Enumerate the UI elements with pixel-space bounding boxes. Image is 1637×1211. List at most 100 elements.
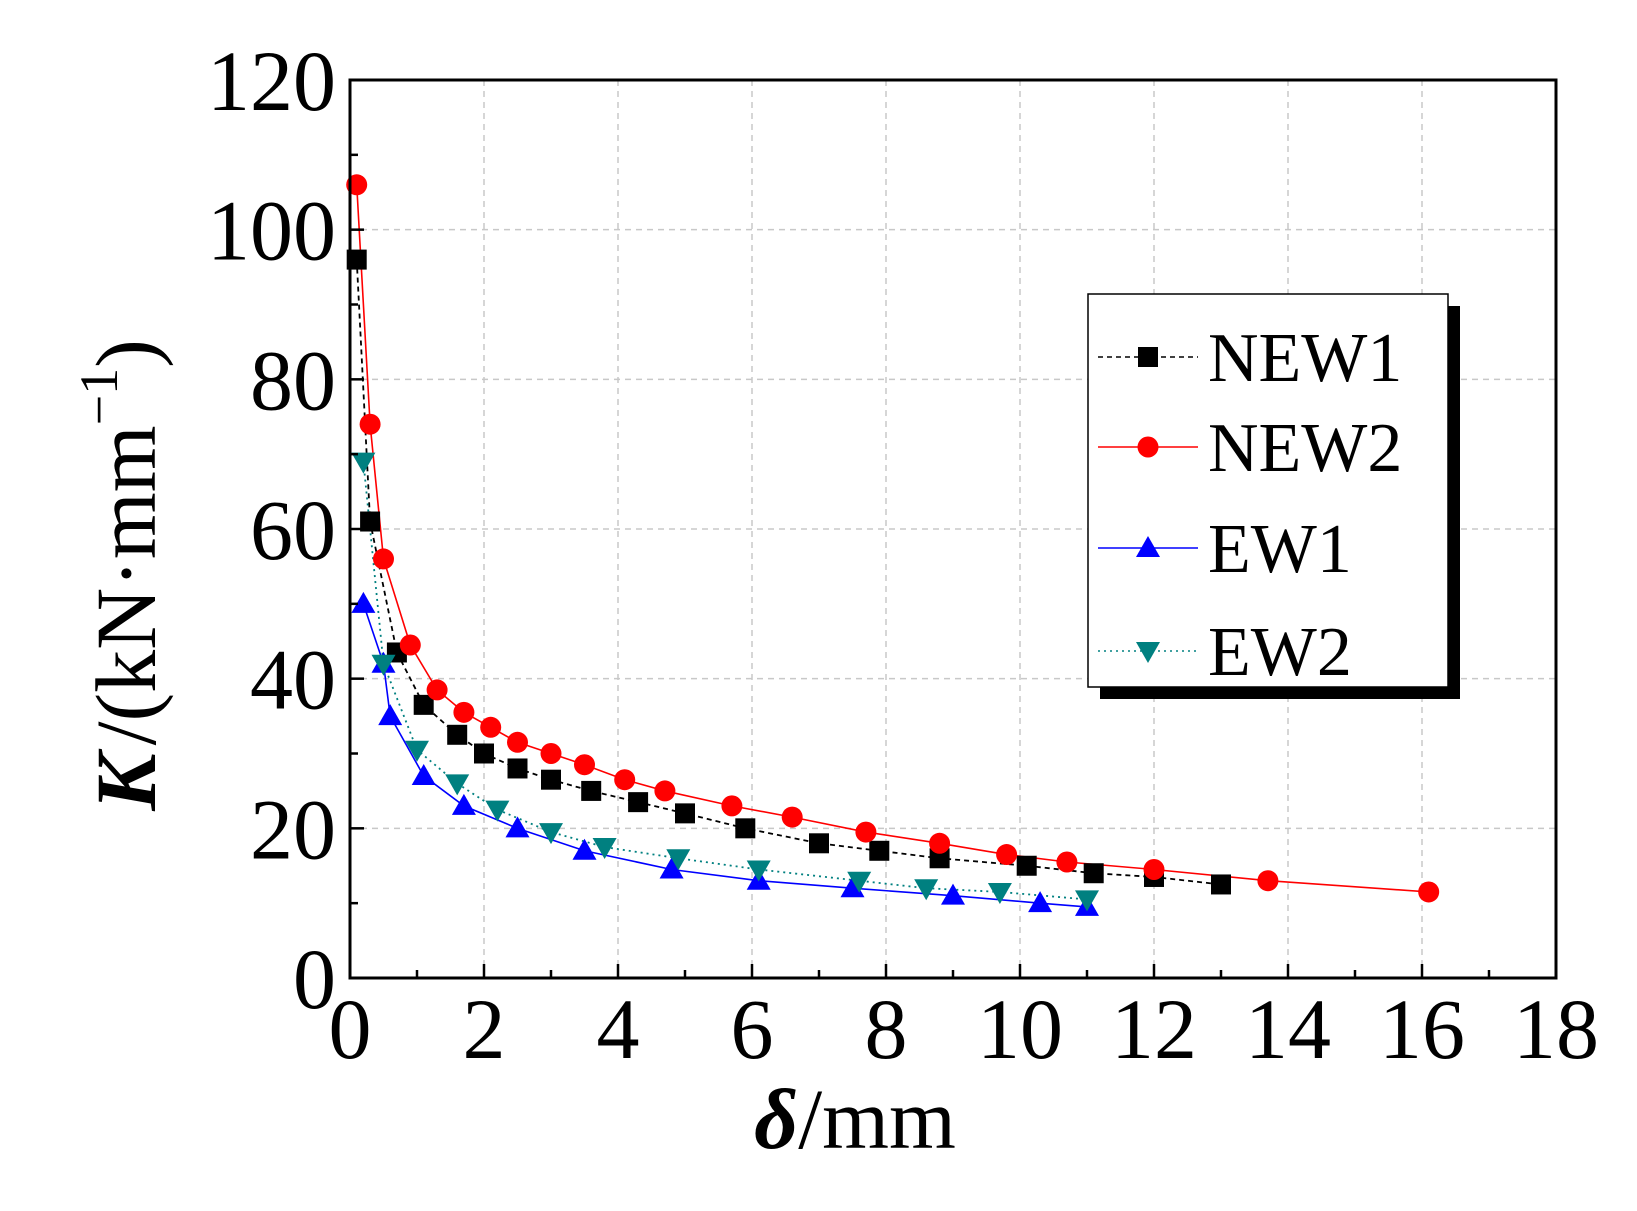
- legend-marker-ew2: [1136, 642, 1160, 663]
- y-axis-exponent: −1: [69, 368, 129, 425]
- data-point-ew2: [847, 871, 872, 893]
- data-point-new1: [1083, 863, 1104, 884]
- data-point-ew1: [378, 704, 403, 726]
- data-point-new2: [1418, 881, 1440, 903]
- data-point-new2: [399, 634, 421, 656]
- data-point-ew1: [451, 793, 476, 815]
- data-point-ew2: [351, 452, 376, 474]
- data-point-new1: [360, 511, 381, 532]
- data-point-ew1: [572, 838, 597, 860]
- x-tick-label: 4: [597, 981, 640, 1077]
- data-point-ew1: [411, 763, 436, 785]
- data-point-new1: [447, 724, 468, 745]
- x-tick-label: 16: [1379, 981, 1465, 1077]
- data-point-ew1: [659, 857, 684, 879]
- series-line-ew1: [362, 603, 1088, 908]
- y-tick-label: 100: [207, 183, 336, 279]
- legend-marker-new1: [1138, 347, 1158, 367]
- data-point-new1: [1211, 874, 1231, 895]
- y-tick-label: 0: [293, 931, 336, 1027]
- data-point-ew2: [445, 774, 470, 796]
- data-point-ew2: [914, 879, 939, 901]
- data-point-ew2: [666, 849, 691, 871]
- data-point-new2: [540, 743, 562, 764]
- y-tick-label: 120: [207, 33, 336, 129]
- data-point-new1: [1016, 855, 1037, 876]
- legend-label-ew2: EW2: [1208, 614, 1352, 691]
- data-point-new2: [1257, 870, 1279, 892]
- y-axis-close: ): [78, 339, 174, 368]
- y-tick-label: 60: [250, 482, 336, 578]
- data-point-new2: [929, 832, 951, 854]
- data-point-ew2: [539, 823, 563, 845]
- data-point-new1: [628, 792, 649, 813]
- x-tick-label: 8: [865, 981, 908, 1077]
- x-tick-label: 6: [731, 981, 774, 1077]
- legend: NEW1 NEW2 EW1 EW2: [1087, 293, 1460, 699]
- axis-ticks: [348, 78, 1558, 980]
- data-point-new2: [781, 806, 803, 828]
- data-point-new2: [453, 701, 475, 723]
- data-point-ew1: [840, 876, 865, 898]
- data-point-ew2: [405, 740, 429, 762]
- data-point-ew1: [1028, 891, 1053, 913]
- data-point-new2: [480, 716, 502, 738]
- data-point-new1: [675, 803, 695, 824]
- data-point-ew1: [941, 883, 965, 905]
- data-point-new2: [654, 780, 676, 802]
- data-point-new2: [426, 679, 448, 701]
- data-point-new1: [735, 818, 756, 839]
- data-point-new2: [996, 844, 1018, 866]
- legend-marker-ew1: [1136, 536, 1160, 557]
- y-axis-symbol: K: [78, 748, 174, 812]
- data-point-new2: [359, 413, 381, 435]
- data-point-new2: [373, 548, 394, 570]
- y-tick-label: 40: [250, 632, 336, 728]
- data-point-ew2: [746, 860, 771, 882]
- data-point-new2: [721, 795, 743, 817]
- x-axis-unit: /mm: [798, 1071, 956, 1167]
- data-point-new1: [581, 780, 602, 801]
- x-tick-label: 2: [463, 981, 506, 1077]
- x-tick-label: 0: [329, 981, 372, 1077]
- series-markers: [346, 174, 1440, 916]
- data-point-ew2: [592, 838, 617, 860]
- data-point-new2: [855, 821, 877, 843]
- data-point-new1: [929, 848, 950, 869]
- x-axis-symbol: δ: [754, 1071, 798, 1167]
- data-point-new2: [1143, 858, 1165, 880]
- data-point-new1: [541, 769, 561, 790]
- data-point-new2: [507, 731, 528, 753]
- x-tick-label: 14: [1245, 981, 1331, 1077]
- y-tick-label: 20: [250, 781, 336, 877]
- legend-marker-new2: [1137, 436, 1159, 458]
- data-point-new1: [507, 758, 528, 779]
- data-point-new1: [346, 249, 367, 270]
- x-tick-label: 18: [1513, 981, 1599, 1077]
- x-axis-title: δ/mm: [754, 1071, 956, 1167]
- data-point-new2: [574, 754, 595, 776]
- data-point-ew2: [987, 882, 1012, 904]
- y-axis-title: K/(kN·mm−1): [69, 339, 174, 812]
- data-point-new1: [413, 694, 434, 715]
- data-point-new1: [474, 743, 494, 764]
- data-point-ew1: [505, 816, 530, 838]
- legend-label-ew1: EW1: [1208, 511, 1352, 588]
- x-tick-label: 12: [1111, 981, 1197, 1077]
- data-point-ew2: [1075, 890, 1099, 912]
- x-tick-label: 10: [977, 981, 1063, 1077]
- data-point-new2: [614, 769, 636, 791]
- legend-label-new1: NEW1: [1208, 320, 1402, 397]
- data-point-new1: [809, 833, 829, 854]
- data-point-ew2: [485, 800, 510, 822]
- data-point-new2: [1056, 851, 1078, 873]
- y-axis-unit: /(kN·mm: [78, 425, 174, 745]
- series-line-ew2: [362, 461, 1088, 901]
- legend-label-new2: NEW2: [1208, 410, 1402, 487]
- data-point-new1: [869, 840, 890, 861]
- y-tick-label: 80: [250, 332, 336, 428]
- data-point-ew1: [351, 591, 376, 613]
- data-point-ew2: [371, 654, 396, 676]
